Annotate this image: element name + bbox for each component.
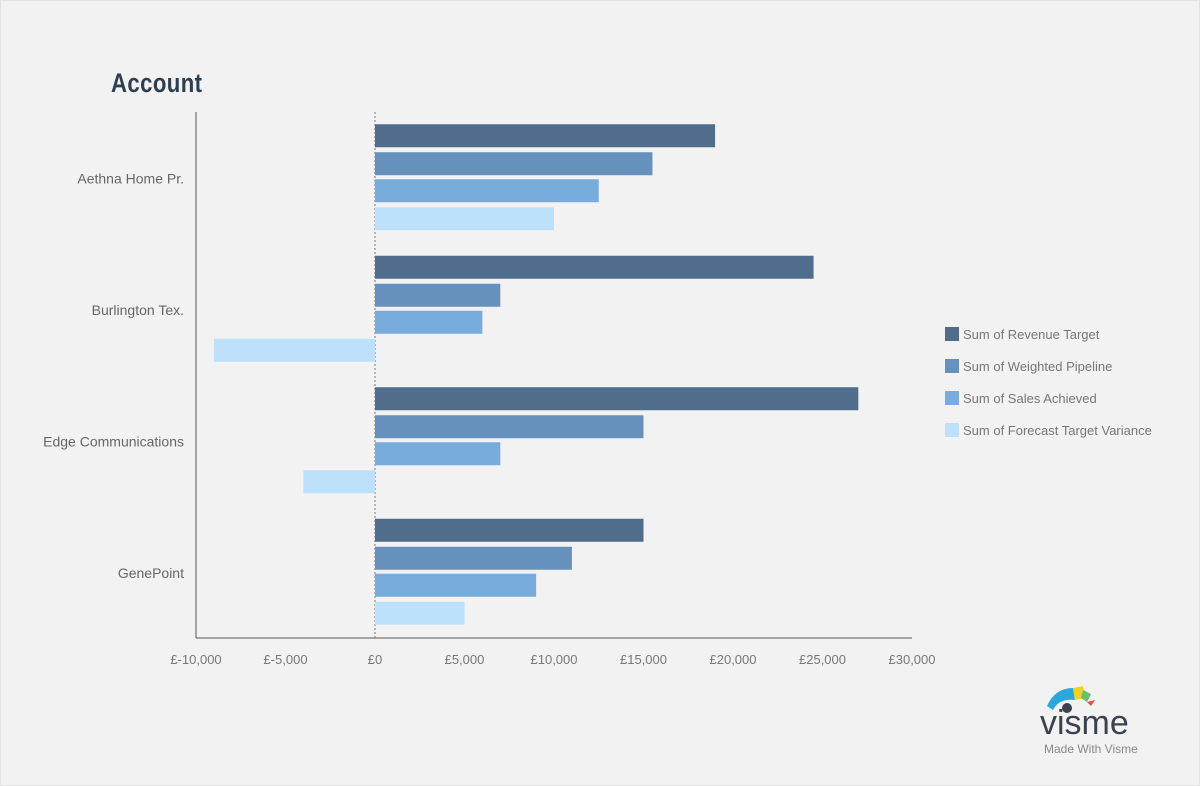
bar-2-0 (375, 179, 599, 203)
legend-label: Sum of Weighted Pipeline (963, 358, 1113, 374)
legend-swatch (945, 391, 959, 405)
x-tick-label: £5,000 (445, 652, 485, 667)
bar-3-2 (303, 470, 375, 494)
x-tick-label: £10,000 (531, 652, 578, 667)
visme-logo[interactable]: visme Made With Visme (1040, 684, 1150, 756)
x-tick-label: £-10,000 (170, 652, 221, 667)
y-category-label: Burlington Tex. (92, 302, 184, 318)
bar-1-2 (375, 415, 644, 439)
legend-label: Sum of Forecast Target Variance (963, 422, 1152, 438)
y-category-label: Edge Communications (43, 433, 184, 449)
bar-2-1 (375, 310, 483, 334)
x-tick-label: £25,000 (799, 652, 846, 667)
bar-0-2 (375, 387, 859, 411)
bar-1-3 (375, 546, 572, 570)
legend-item: Sum of Sales Achieved (945, 382, 1152, 414)
bar-1-1 (375, 283, 501, 307)
legend: Sum of Revenue Target Sum of Weighted Pip… (945, 318, 1152, 446)
x-tick-label: £0 (368, 652, 382, 667)
legend-item: Sum of Revenue Target (945, 318, 1152, 350)
x-tick-label: £-5,000 (263, 652, 307, 667)
x-tick-label: £15,000 (620, 652, 667, 667)
made-with-visme: Made With Visme (1044, 742, 1138, 756)
legend-item: Sum of Forecast Target Variance (945, 414, 1152, 446)
y-category-label: GenePoint (118, 565, 184, 581)
legend-swatch (945, 423, 959, 437)
legend-swatch (945, 359, 959, 373)
bar-0-1 (375, 255, 814, 279)
bar-3-1 (213, 338, 375, 362)
x-tick-label: £30,000 (889, 652, 936, 667)
chart-title: Account (111, 68, 203, 98)
legend-item: Sum of Weighted Pipeline (945, 350, 1152, 382)
legend-label: Sum of Revenue Target (963, 326, 1100, 342)
bar-3-3 (375, 601, 465, 625)
bar-1-0 (375, 152, 653, 176)
legend-swatch (945, 327, 959, 341)
logo-wordmark: visme (1040, 704, 1129, 742)
bar-0-0 (375, 124, 716, 148)
bar-2-2 (375, 442, 501, 466)
bar-0-3 (375, 518, 644, 542)
visme-logo-icon (1047, 686, 1095, 713)
legend-label: Sum of Sales Achieved (963, 390, 1097, 406)
bar-3-0 (375, 207, 554, 231)
y-category-label: Aethna Home Pr. (77, 170, 184, 186)
bar-2-3 (375, 573, 537, 597)
x-tick-label: £20,000 (710, 652, 757, 667)
